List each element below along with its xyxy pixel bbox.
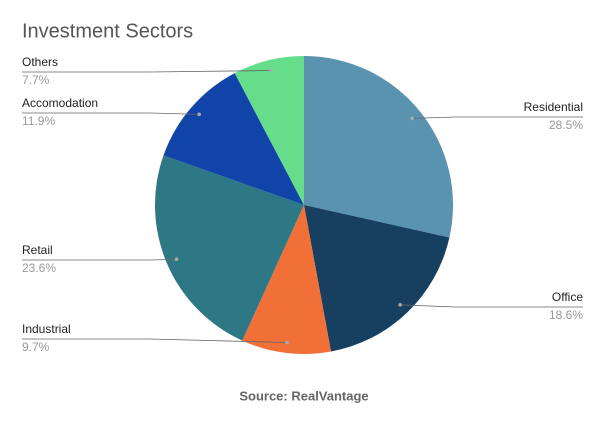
leader-line	[412, 116, 583, 119]
leader-dot	[285, 340, 289, 345]
pie-slice	[155, 155, 304, 341]
value-label: 11.9%	[22, 114, 55, 128]
source: Source: RealVantage	[239, 388, 368, 403]
pie-slice	[304, 205, 450, 352]
pie-slice	[163, 73, 304, 206]
slice-label: Retail	[22, 243, 53, 257]
value-label: 9.7%	[22, 340, 50, 354]
pie-slice	[242, 205, 331, 354]
value-label: 23.6%	[22, 261, 56, 275]
value-label: 28.5%	[549, 118, 583, 132]
slice-label: Accomodation	[22, 96, 98, 110]
leader-line	[22, 70, 271, 73]
leader-dot	[174, 257, 179, 262]
pie-slice	[304, 56, 454, 238]
slice-label: Industrial	[22, 322, 71, 336]
leader-dot	[197, 112, 201, 117]
leader-dot	[410, 116, 414, 121]
leader-line	[22, 338, 288, 343]
leader-line	[22, 112, 200, 115]
leader-line	[22, 258, 177, 261]
leader-dot	[269, 68, 273, 73]
pie-slice	[234, 56, 304, 205]
chart-title: Investment Sectors	[22, 20, 193, 42]
leader-line	[400, 304, 583, 308]
value-label: 18.6%	[549, 308, 583, 322]
slice-label: Office	[552, 290, 583, 304]
slice-label: Others	[22, 55, 58, 69]
value-label: 7.7%	[22, 73, 50, 87]
leader-dot	[398, 303, 402, 307]
slice-label: Residential	[524, 100, 583, 114]
